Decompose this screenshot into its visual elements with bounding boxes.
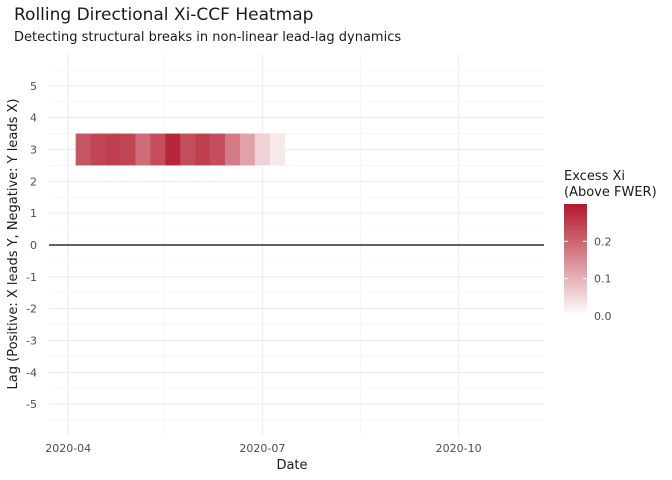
legend-title-line-2: (Above FWER) — [564, 185, 657, 200]
y-tick-label: 5 — [30, 80, 37, 93]
heatmap-tile — [90, 133, 106, 166]
color-legend: Excess Xi (Above FWER) 0.0 0.1 0.2 — [564, 169, 657, 323]
x-tick-label: 2020-04 — [45, 442, 91, 455]
heatmap-tile — [150, 133, 166, 166]
legend-ticks: 0.0 0.1 0.2 — [564, 235, 612, 323]
chart-subtitle: Detecting structural breaks in non-linea… — [14, 30, 401, 45]
y-tick-label: -4 — [26, 366, 37, 379]
y-tick-label: 2 — [30, 175, 37, 188]
y-axis-title: Lag (Positive: X leads Y, Negative: Y le… — [6, 99, 21, 390]
legend-tick-label: 0.1 — [594, 273, 612, 286]
heatmap-tile — [105, 133, 121, 166]
y-tick-label: 0 — [30, 239, 37, 252]
y-tick-label: -2 — [26, 303, 37, 316]
heatmap-tiles — [75, 133, 286, 166]
x-axis-ticks: 2020-04 2020-07 2020-10 — [45, 442, 481, 455]
x-axis-title: Date — [276, 458, 307, 473]
legend-tick-label: 0.0 — [594, 310, 612, 323]
heatmap-tile — [165, 133, 181, 166]
heatmap-tile — [135, 133, 151, 166]
heatmap-tile — [195, 133, 211, 166]
y-tick-label: -1 — [26, 271, 37, 284]
heatmap-tile — [225, 133, 241, 166]
legend-title-line-1: Excess Xi — [564, 169, 625, 184]
heatmap-tile — [180, 133, 196, 166]
y-tick-label: 4 — [30, 112, 37, 125]
legend-colorbar — [564, 204, 587, 316]
x-tick-label: 2020-10 — [436, 442, 482, 455]
heatmap-tile — [210, 133, 226, 166]
heatmap-tile — [120, 133, 136, 166]
y-tick-label: 3 — [30, 144, 37, 157]
legend-tick-label: 0.2 — [594, 235, 612, 248]
heatmap-tile — [75, 133, 91, 166]
x-tick-label: 2020-07 — [239, 442, 285, 455]
y-tick-label: -3 — [26, 335, 37, 348]
chart-title: Rolling Directional Xi-CCF Heatmap — [14, 5, 313, 25]
heatmap-tile — [254, 133, 271, 166]
y-axis-ticks: 5 4 3 2 1 0 -1 -2 -3 -4 -5 — [26, 80, 37, 411]
y-tick-label: -5 — [26, 398, 37, 411]
y-tick-label: 1 — [30, 207, 37, 220]
heatmap-tile — [269, 133, 286, 166]
heatmap-tile — [239, 133, 256, 166]
